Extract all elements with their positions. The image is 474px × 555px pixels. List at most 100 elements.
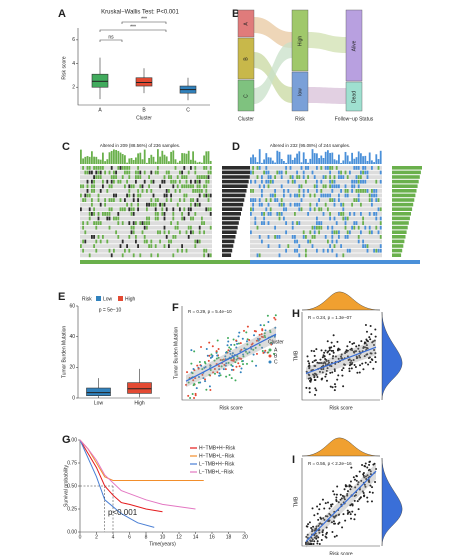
cell [258, 202, 261, 207]
cell [302, 193, 305, 198]
cell [346, 230, 349, 235]
cell [99, 175, 102, 179]
cell [342, 207, 345, 212]
cell [296, 202, 298, 207]
bar-side [392, 179, 419, 184]
legend-key [96, 296, 101, 301]
cell [294, 239, 296, 244]
point [252, 353, 255, 356]
cell [360, 230, 362, 235]
bar-top [252, 154, 254, 164]
point [323, 518, 326, 521]
point [364, 475, 367, 478]
bar-top [298, 151, 301, 164]
cell [298, 189, 301, 193]
cell [86, 193, 89, 198]
cell [373, 193, 375, 198]
point [344, 350, 347, 353]
y-tick-label: 0.00 [67, 529, 77, 535]
point [324, 502, 327, 505]
cell [99, 166, 102, 170]
x-tick-label: 0 [79, 534, 82, 540]
cell [342, 253, 345, 258]
cell [261, 179, 263, 184]
cell [128, 235, 131, 239]
row-bg [80, 248, 212, 253]
bar-side [222, 225, 238, 230]
bar-side [392, 248, 403, 253]
cell [355, 198, 358, 202]
cell [139, 175, 142, 179]
point [321, 534, 324, 537]
cell [302, 235, 305, 239]
point [231, 365, 234, 368]
cell [187, 225, 190, 230]
row-bg [250, 198, 382, 202]
ci-band [186, 326, 276, 388]
cell [342, 202, 345, 207]
cell [80, 193, 82, 198]
point [311, 361, 314, 364]
cell [152, 179, 155, 184]
point [186, 371, 189, 374]
point [313, 374, 316, 377]
cell [320, 225, 323, 230]
annotation: R = 0.29, p = 5.4e−10 [188, 309, 232, 314]
cell [311, 235, 314, 239]
cell [97, 235, 100, 239]
point [333, 345, 336, 348]
point [371, 486, 374, 489]
point [320, 378, 323, 381]
cell [93, 179, 95, 184]
point [217, 348, 220, 351]
flow [308, 87, 346, 104]
point [315, 389, 318, 392]
cell [201, 175, 203, 179]
point [371, 341, 374, 344]
point [218, 372, 221, 375]
bar-top [88, 156, 91, 164]
cell [80, 207, 82, 212]
point [194, 392, 197, 395]
point [330, 341, 333, 344]
point [307, 373, 310, 376]
cell [124, 166, 126, 170]
point [362, 471, 365, 474]
cell [132, 225, 135, 230]
bar-side [392, 235, 406, 239]
point [314, 527, 317, 530]
point [369, 470, 372, 473]
point [331, 386, 334, 389]
bar-top [194, 160, 197, 164]
cell [311, 225, 314, 230]
cell [320, 207, 323, 212]
cell [338, 175, 340, 179]
cell [252, 189, 254, 193]
cell [97, 212, 100, 216]
cell [159, 202, 161, 207]
flow [254, 17, 292, 48]
bar-top [272, 160, 274, 164]
cell [88, 166, 91, 170]
bar-top [137, 153, 139, 164]
cell [170, 221, 172, 225]
point [340, 353, 343, 356]
point [369, 473, 372, 476]
point [346, 492, 349, 495]
cell [86, 221, 89, 225]
cell [256, 253, 259, 258]
point [331, 357, 334, 360]
cell [331, 166, 334, 170]
bar-top [176, 162, 179, 164]
cell [88, 216, 91, 221]
point [225, 375, 228, 378]
bar-top [93, 156, 95, 164]
cell [335, 166, 338, 170]
cell [97, 170, 100, 175]
bar-top [157, 149, 159, 164]
bar-top [148, 157, 150, 164]
point [197, 367, 200, 370]
cell [183, 166, 186, 170]
cell [198, 202, 201, 207]
point [345, 485, 348, 488]
